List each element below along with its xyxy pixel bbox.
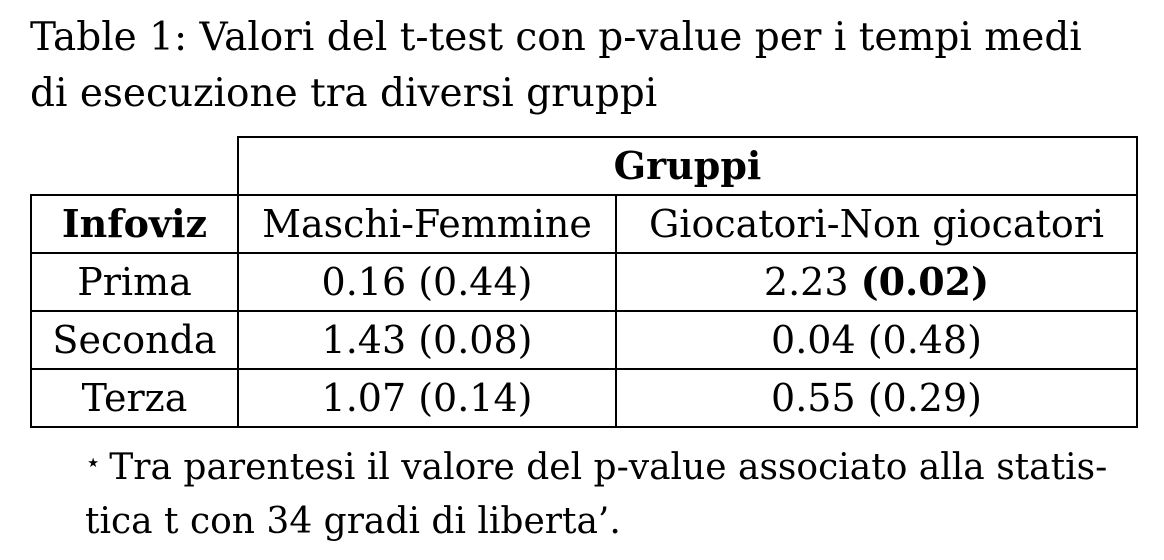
- footnote-star-symbol: ⋆: [85, 448, 102, 478]
- column-header-maschi-femmine: Maschi-Femmine: [237, 194, 616, 254]
- group-header-row: Gruppi: [31, 136, 1138, 195]
- caption-line-2: di esecuzione tra diversi gruppi: [30, 71, 658, 116]
- row-label: Seconda: [30, 311, 238, 370]
- value-cell: 0.16 (0.44): [237, 253, 616, 312]
- t-value: 0.55: [771, 376, 856, 420]
- table-footnote: ⋆ Tra parentesi il valore del p-value ass…: [85, 436, 1145, 549]
- group-header: Gruppi: [237, 136, 1138, 195]
- t-value: 0.16: [321, 260, 407, 304]
- value-cell: 0.55 (0.29): [615, 369, 1138, 428]
- t-value: 2.23: [763, 260, 849, 304]
- value-cell: 1.43 (0.08): [237, 311, 616, 370]
- p-value: (0.44): [418, 260, 533, 304]
- value-cell: 2.23 (0.02): [615, 253, 1138, 312]
- table-row: Seconda 1.43 (0.08) 0.04 (0.48): [30, 311, 1138, 370]
- table-row: Terza 1.07 (0.14) 0.55 (0.29): [30, 369, 1138, 428]
- column-header-giocatori: Giocatori-Non giocatori: [615, 194, 1138, 254]
- value-cell: 1.07 (0.14): [237, 369, 616, 428]
- p-value: (0.29): [867, 376, 982, 420]
- row-header-infoviz: Infoviz: [30, 194, 238, 254]
- table-row: Prima 0.16 (0.44) 2.23 (0.02): [30, 253, 1138, 312]
- p-value: (0.14): [418, 376, 533, 420]
- p-value: (0.08): [418, 318, 533, 362]
- empty-corner-cell: [31, 137, 238, 195]
- value-cell: 0.04 (0.48): [615, 311, 1138, 370]
- results-table: Gruppi Infoviz Maschi-Femmine Giocatori-…: [30, 136, 1138, 428]
- footnote-line-2: tica t con 34 gradi di liberta’.: [85, 501, 621, 542]
- row-label: Prima: [30, 253, 238, 312]
- column-header-row: Infoviz Maschi-Femmine Giocatori-Non gio…: [30, 194, 1138, 254]
- t-value: 0.04: [771, 318, 856, 362]
- p-value-significant: (0.02): [860, 259, 990, 304]
- p-value: (0.48): [867, 318, 982, 362]
- t-value: 1.07: [321, 376, 407, 420]
- footnote-line-1: ⋆ Tra parentesi il valore del p-value ass…: [85, 436, 1145, 495]
- caption-line-1: Table 1: Valori del t-test con p-value p…: [30, 15, 1082, 60]
- row-label: Terza: [30, 369, 238, 428]
- t-value: 1.43: [321, 318, 407, 362]
- footnote-text-1: Tra parentesi il valore del p-value asso…: [109, 447, 1108, 488]
- table-caption: Table 1: Valori del t-test con p-value p…: [30, 10, 1140, 122]
